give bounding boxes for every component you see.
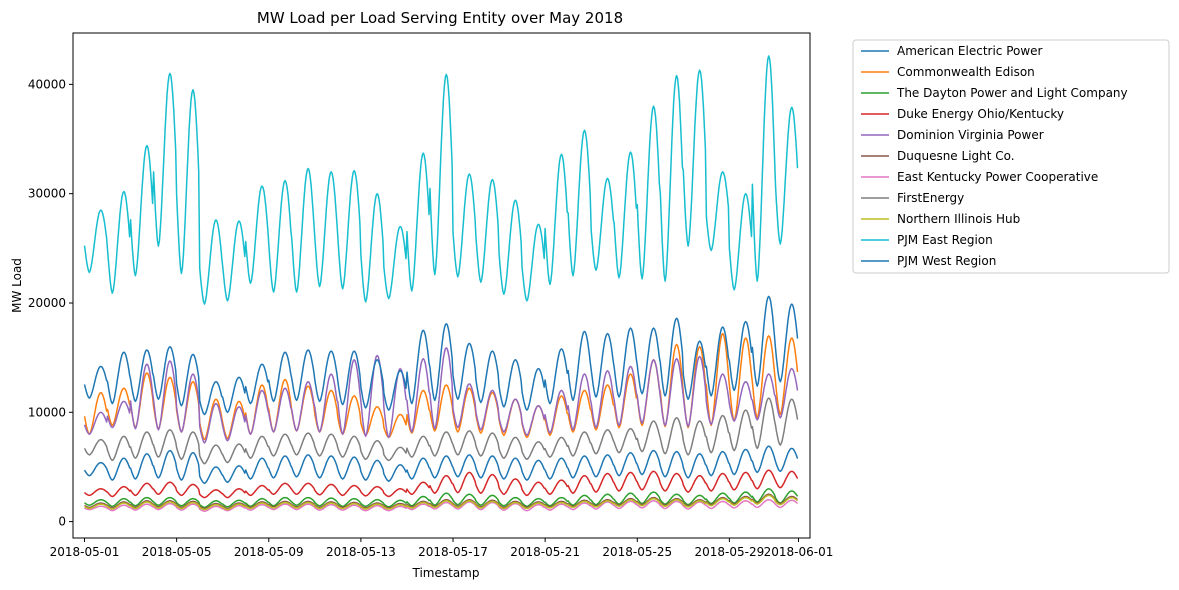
x-tick-label: 2018-05-21 xyxy=(510,545,580,559)
series-line xyxy=(84,488,799,509)
series-line xyxy=(83,55,799,305)
series-line xyxy=(84,493,798,510)
legend-entry: PJM East Region xyxy=(897,233,993,247)
x-axis: 2018-05-01 2018-05-05 2018-05-09 2018-05-13… xyxy=(50,538,834,559)
series-line xyxy=(83,445,799,485)
legend-frame xyxy=(852,39,1170,274)
chart-title: MW Load per Load Serving Entity over May… xyxy=(257,9,623,27)
x-tick-label: 2018-05-05 xyxy=(142,545,212,559)
y-axis-label: MW Load xyxy=(10,258,24,313)
legend-entry: Duke Energy Ohio/Kentucky xyxy=(897,107,1064,121)
legend-entry: PJM West Region xyxy=(897,254,996,268)
x-tick-label: 2018-05-25 xyxy=(602,545,672,559)
legend-entry: The Dayton Power and Light Company xyxy=(896,86,1128,100)
legend-entry: Commonwealth Edison xyxy=(897,65,1035,79)
series-line xyxy=(83,469,799,499)
series-line xyxy=(84,498,799,512)
legend-entry: Duquesne Light Co. xyxy=(897,149,1015,163)
y-tick-label: 0 xyxy=(58,515,66,529)
x-tick-label: 2018-05-01 xyxy=(50,545,120,559)
x-tick-label: 2018-06-01 xyxy=(764,545,834,559)
y-tick-label: 40000 xyxy=(28,77,66,91)
series-line xyxy=(83,295,799,416)
plot-lines xyxy=(83,55,799,512)
x-tick-label: 2018-05-29 xyxy=(695,545,765,559)
legend-entry: FirstEnergy xyxy=(897,191,964,205)
plot-frame xyxy=(72,32,811,539)
legend: American Electric Power Commonwealth Edis… xyxy=(852,39,1170,274)
legend-entry: American Electric Power xyxy=(897,44,1043,58)
x-axis-label: Timestamp xyxy=(412,566,480,580)
series-line xyxy=(84,494,798,511)
legend-entry: Dominion Virginia Power xyxy=(897,128,1044,142)
y-tick-label: 20000 xyxy=(28,296,66,310)
series-line xyxy=(83,347,799,444)
legend-entry: East Kentucky Power Cooperative xyxy=(897,170,1098,184)
x-tick-label: 2018-05-13 xyxy=(326,545,396,559)
x-tick-label: 2018-05-09 xyxy=(234,545,304,559)
x-tick-label: 2018-05-17 xyxy=(418,545,488,559)
y-axis: 0 10000 20000 30000 40000 xyxy=(28,77,73,529)
legend-entry: Northern Illinois Hub xyxy=(897,212,1020,226)
y-tick-label: 30000 xyxy=(28,187,66,201)
series-line xyxy=(83,332,799,441)
y-tick-label: 10000 xyxy=(28,405,66,419)
series-line xyxy=(83,397,799,465)
